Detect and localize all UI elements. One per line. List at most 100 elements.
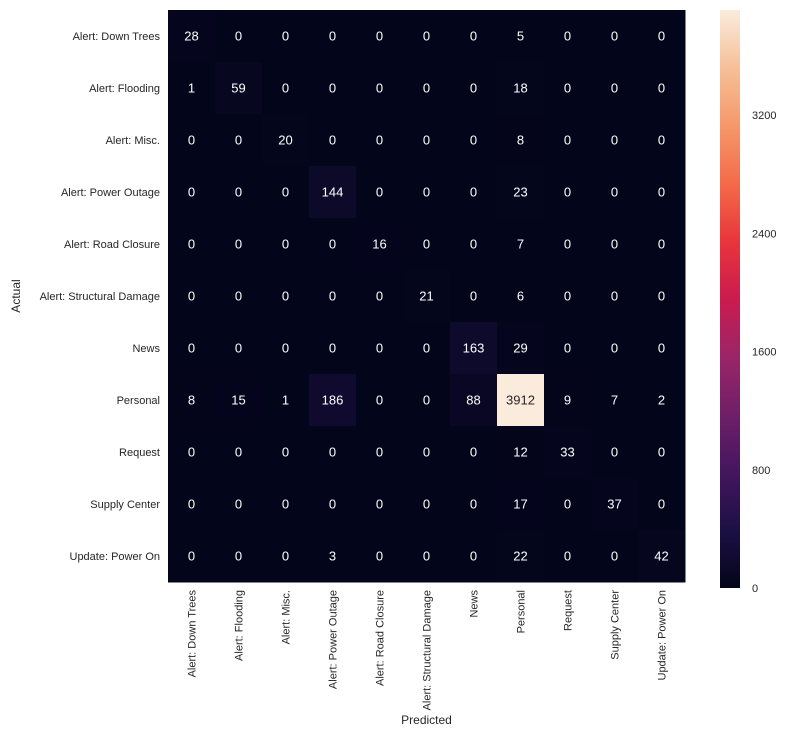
cell-value-label: 0 [658,185,665,200]
cell-value-label: 18 [513,81,527,96]
heatmap-cell [309,530,357,583]
heatmap-cell [497,10,545,63]
cell-value-label: 0 [329,29,336,44]
x-tick-label: Alert: Road Closure [375,590,387,686]
cell-value-label: 0 [282,185,289,200]
cell-value-label: 20 [278,133,292,148]
y-tick-label: Request [119,447,160,459]
heatmap-cell [356,114,404,167]
heatmap-cell [215,62,263,115]
heatmap-cell [450,374,498,427]
heatmap-cell-labels: 28 0 0 0 0 0 0 5 0 0 01 59 0 0 0 0 0 18 0 0 00 0 20 0 0 0 0 8 0 0 00 0 0… [184,29,668,564]
heatmap-cell [497,374,545,427]
heatmap-cell [356,530,404,583]
cell-value-label: 8 [188,393,195,408]
heatmap-cell [168,166,216,219]
cell-value-label: 0 [611,185,618,200]
cell-value-label: 0 [611,237,618,252]
heatmap-cell [215,218,263,271]
cell-value-label: 0 [470,133,477,148]
heatmap-cell [638,10,686,63]
cell-value-label: 0 [470,549,477,564]
cell-value-label: 0 [188,497,195,512]
heatmap-cell [638,530,686,583]
cell-value-label: 0 [470,445,477,460]
heatmap-cell [591,530,639,583]
heatmap-cell [262,530,310,583]
cell-value-label: 0 [235,549,242,564]
cell-value-label: 0 [564,81,571,96]
cell-value-label: 0 [658,133,665,148]
x-tick-label: Alert: Flooding [234,590,246,661]
cell-value-label: 5 [517,29,524,44]
heatmap-cell [356,166,404,219]
heatmap-cell [168,530,216,583]
heatmap-cell [262,322,310,375]
heatmap-cell [544,166,592,219]
y-tick-label: Alert: Flooding [89,83,160,95]
y-tick-label: Alert: Structural Damage [40,291,160,303]
heatmap-cell [497,426,545,479]
heatmap-cell [497,478,545,531]
heatmap-cell [638,322,686,375]
x-tick-label: Personal [516,590,528,633]
heatmap-cell [591,426,639,479]
y-tick-label: News [132,343,160,355]
heatmap-cell [497,530,545,583]
heatmap-cell [450,114,498,167]
cell-value-label: 0 [329,133,336,148]
cell-value-label: 0 [470,289,477,304]
heatmap-cell [497,218,545,271]
cell-value-label: 0 [376,133,383,148]
y-tick-label: Personal [117,395,160,407]
heatmap-cell [403,478,451,531]
cell-value-label: 15 [231,393,245,408]
cell-value-label: 0 [611,133,618,148]
cell-value-label: 0 [235,29,242,44]
cell-value-label: 0 [564,133,571,148]
heatmap-cell [497,270,545,323]
heatmap-cell [544,218,592,271]
colorbar-tick-label: 3200 [752,110,776,122]
heatmap-cell [215,530,263,583]
x-tick-label: Alert: Structural Damage [422,590,434,710]
heatmap-cell [544,10,592,63]
heatmap-cell [591,478,639,531]
heatmap-cell [497,166,545,219]
cell-value-label: 59 [231,81,245,96]
cell-value-label: 0 [423,549,430,564]
cell-value-label: 0 [329,289,336,304]
heatmap-cell [262,478,310,531]
cell-value-label: 0 [611,341,618,356]
cell-value-label: 2 [658,393,665,408]
heatmap-cell [544,478,592,531]
x-tick-label: Alert: Power Outage [328,590,340,689]
cell-value-label: 0 [470,185,477,200]
heatmap-cell [262,426,310,479]
cell-value-label: 0 [282,289,289,304]
heatmap-cell [638,62,686,115]
heatmap-cell [168,218,216,271]
cell-value-label: 0 [611,81,618,96]
cell-value-label: 12 [513,445,527,460]
x-tick-label: Alert: Misc. [281,590,293,644]
heatmap-cell [356,374,404,427]
heatmap-cell [591,114,639,167]
heatmap-cell [638,270,686,323]
cell-value-label: 17 [513,497,527,512]
heatmap-cell [450,530,498,583]
heatmap-cell [638,218,686,271]
heatmap-cell [450,62,498,115]
heatmap-cell [544,62,592,115]
cell-value-label: 0 [235,133,242,148]
cell-value-label: 0 [329,237,336,252]
y-axis-tick-labels: Alert: Down Trees Alert: Flooding Alert: M… [40,31,161,563]
colorbar-tick-label: 2400 [752,228,776,240]
y-tick-label: Supply Center [90,499,160,511]
cell-value-label: 0 [235,341,242,356]
cell-value-label: 0 [235,497,242,512]
heatmap-cell [356,426,404,479]
heatmap-cell [591,270,639,323]
heatmap-cell [309,218,357,271]
heatmap-cell [403,530,451,583]
